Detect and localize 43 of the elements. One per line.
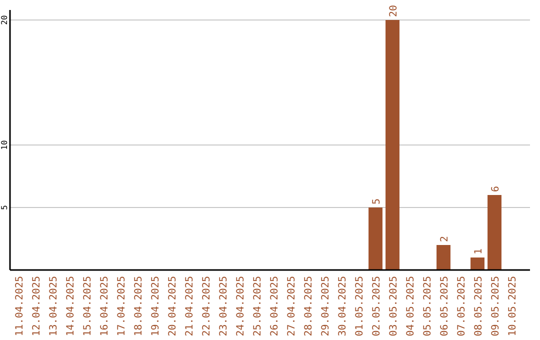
x-tick-label: 12.04.2025 xyxy=(32,276,42,336)
data-label: 5 xyxy=(372,198,382,204)
x-tick-label: 17.04.2025 xyxy=(116,276,128,336)
x-tick-label: 02.05.2025 xyxy=(372,276,382,336)
x-tick-label: 14.04.2025 xyxy=(66,276,76,336)
x-tick-label: 06.05.2025 xyxy=(440,276,450,336)
x-tick-label: 08.05.2025 xyxy=(474,276,484,336)
x-tick-label: 30.04.2025 xyxy=(338,276,348,336)
bar xyxy=(488,195,502,270)
x-tick-label: 05.05.2025 xyxy=(422,276,434,336)
x-tick-label: 11.04.2025 xyxy=(14,276,26,336)
x-tick-label: 28.04.2025 xyxy=(304,276,314,336)
x-tick-label: 09.05.2025 xyxy=(490,276,502,336)
bar xyxy=(436,245,450,270)
x-tick-label: 24.04.2025 xyxy=(236,276,246,336)
bar xyxy=(470,258,484,270)
x-tick-label: 18.04.2025 xyxy=(134,276,144,336)
x-tick-label: 29.04.2025 xyxy=(320,276,332,336)
x-tick-label: 13.04.2025 xyxy=(48,276,60,336)
x-tick-label: 07.05.2025 xyxy=(456,276,468,336)
x-tick-label: 27.04.2025 xyxy=(286,276,298,336)
bar xyxy=(386,20,400,270)
x-tick-label: 25.04.2025 xyxy=(252,276,264,336)
x-tick-label: 22.04.2025 xyxy=(202,276,212,336)
x-tick-label: 20.04.2025 xyxy=(168,276,178,336)
x-tick-label: 21.04.2025 xyxy=(184,276,196,336)
data-label: 1 xyxy=(474,248,484,254)
x-tick-label: 01.05.2025 xyxy=(354,276,366,336)
x-tick-label: 04.05.2025 xyxy=(406,276,416,336)
y-tick-label: 5 xyxy=(0,204,9,210)
data-label: 6 xyxy=(490,186,502,192)
x-tick-label: 19.04.2025 xyxy=(150,276,162,336)
x-tick-label: 15.04.2025 xyxy=(82,276,94,336)
bar xyxy=(368,208,382,270)
x-tick-label: 23.04.2025 xyxy=(218,276,230,336)
y-tick-label: 10 xyxy=(0,140,9,150)
x-tick-label: 16.04.2025 xyxy=(100,276,110,336)
x-tick-label: 26.04.2025 xyxy=(270,276,280,336)
y-tick-label: 20 xyxy=(0,15,9,25)
x-tick-label: 10.05.2025 xyxy=(508,276,518,336)
data-label: 2 xyxy=(440,236,450,242)
x-tick-label: 03.05.2025 xyxy=(388,276,400,336)
data-label: 20 xyxy=(388,4,400,17)
